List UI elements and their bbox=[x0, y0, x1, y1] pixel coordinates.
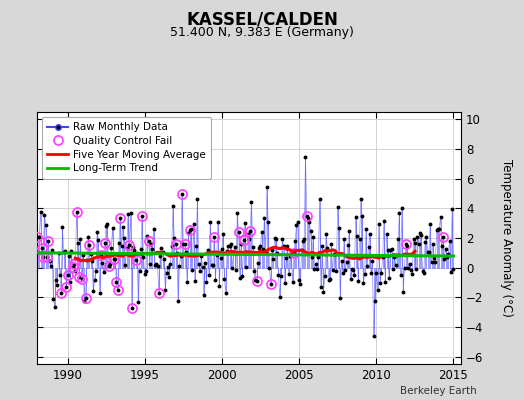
Text: 51.400 N, 9.383 E (Germany): 51.400 N, 9.383 E (Germany) bbox=[170, 26, 354, 39]
Y-axis label: Temperature Anomaly (°C): Temperature Anomaly (°C) bbox=[500, 159, 513, 317]
Legend: Raw Monthly Data, Quality Control Fail, Five Year Moving Average, Long-Term Tren: Raw Monthly Data, Quality Control Fail, … bbox=[42, 117, 211, 178]
Text: KASSEL/CALDEN: KASSEL/CALDEN bbox=[186, 10, 338, 28]
Text: Berkeley Earth: Berkeley Earth bbox=[400, 386, 477, 396]
